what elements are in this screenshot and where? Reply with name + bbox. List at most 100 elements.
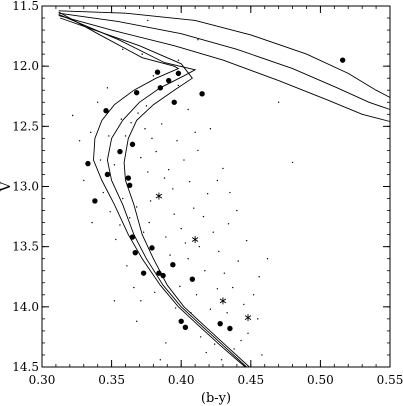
field-star-point bbox=[113, 164, 116, 166]
member-star-point bbox=[227, 325, 233, 332]
field-star-point bbox=[96, 101, 99, 103]
asterisk-star-point bbox=[219, 297, 227, 305]
field-star-point bbox=[126, 265, 128, 267]
member-star-point bbox=[129, 141, 136, 148]
field-star-point bbox=[122, 48, 124, 51]
x-tick-label: 0.35 bbox=[98, 373, 125, 387]
y-tick-label: 14.5 bbox=[12, 360, 39, 374]
member-star-point bbox=[189, 276, 196, 282]
y-tick-label: 14.0 bbox=[12, 300, 39, 314]
field-star-layer bbox=[71, 19, 294, 361]
field-star-point bbox=[122, 197, 124, 200]
field-star-point bbox=[142, 231, 145, 233]
y-tick-label: 13.0 bbox=[12, 180, 39, 194]
field-star-point bbox=[252, 294, 255, 296]
asterisk-star-point bbox=[191, 235, 199, 243]
field-star-point bbox=[220, 359, 223, 361]
isochrone-line bbox=[58, 15, 391, 122]
field-star-point bbox=[152, 75, 155, 77]
field-star-point bbox=[195, 294, 198, 296]
field-star-point bbox=[197, 38, 199, 41]
field-star-point bbox=[198, 245, 200, 248]
member-star-point bbox=[117, 148, 123, 155]
field-star-point bbox=[258, 276, 260, 278]
field-star-point bbox=[218, 250, 220, 253]
field-star-point bbox=[177, 59, 180, 61]
field-star-point bbox=[135, 320, 138, 322]
field-star-point bbox=[154, 291, 156, 294]
field-star-point bbox=[183, 159, 185, 161]
field-star-point bbox=[151, 137, 153, 140]
field-star-point bbox=[212, 231, 214, 233]
field-star-point bbox=[209, 128, 212, 130]
member-star-point bbox=[133, 89, 140, 96]
member-star-layer bbox=[85, 57, 346, 332]
field-star-point bbox=[176, 140, 178, 142]
tick-layer: 0.30 0.35 0.40 0.45 0.50 0.55 11.5 12.0 12.5 13.0… bbox=[12, 0, 403, 387]
x-tick-label: 0.40 bbox=[168, 373, 195, 387]
field-star-point bbox=[141, 53, 143, 55]
x-tick-label: 0.55 bbox=[377, 373, 403, 387]
field-star-point bbox=[243, 303, 245, 306]
field-star-point bbox=[213, 343, 216, 345]
plot-frame bbox=[41, 5, 391, 368]
isochrone-line bbox=[59, 17, 250, 368]
field-star-point bbox=[115, 238, 117, 241]
field-star-point bbox=[145, 105, 148, 107]
field-star-point bbox=[109, 211, 111, 213]
field-star-point bbox=[108, 135, 110, 137]
field-star-point bbox=[229, 191, 231, 194]
member-star-point bbox=[85, 160, 91, 167]
member-star-point bbox=[175, 70, 182, 77]
member-star-point bbox=[199, 91, 205, 97]
field-star-point bbox=[172, 188, 174, 190]
y-tick-label: 11.5 bbox=[12, 0, 39, 13]
field-star-point bbox=[257, 318, 259, 320]
field-star-point bbox=[197, 149, 199, 152]
field-star-point bbox=[179, 285, 181, 288]
y-tick-label: 12.0 bbox=[12, 59, 39, 73]
field-star-point bbox=[226, 312, 228, 314]
x-tick-label: 0.50 bbox=[307, 373, 334, 387]
field-star-point bbox=[204, 270, 206, 272]
member-star-point bbox=[165, 77, 172, 84]
field-star-point bbox=[173, 213, 175, 215]
x-tick-label: 0.30 bbox=[29, 373, 56, 387]
field-star-point bbox=[113, 300, 116, 302]
member-star-point bbox=[154, 69, 161, 75]
member-star-point bbox=[103, 107, 109, 114]
field-star-point bbox=[236, 209, 238, 212]
field-star-point bbox=[147, 171, 149, 173]
y-tick-label: 12.5 bbox=[12, 119, 39, 133]
field-star-point bbox=[240, 339, 242, 342]
y-tick-label: 13.5 bbox=[12, 240, 39, 254]
member-star-point bbox=[125, 175, 132, 181]
field-star-point bbox=[167, 168, 170, 171]
field-star-point bbox=[147, 19, 149, 22]
field-star-point bbox=[155, 150, 157, 153]
field-star-point bbox=[159, 359, 162, 361]
field-star-point bbox=[83, 179, 85, 182]
field-star-point bbox=[90, 131, 92, 134]
member-star-point bbox=[126, 182, 133, 188]
field-star-point bbox=[128, 217, 131, 219]
field-star-point bbox=[266, 258, 269, 260]
field-star-point bbox=[137, 112, 139, 114]
field-star-point bbox=[140, 156, 142, 159]
field-star-point bbox=[102, 191, 104, 194]
field-star-point bbox=[245, 239, 248, 242]
asterisk-star-point bbox=[155, 192, 163, 200]
field-star-point bbox=[237, 260, 239, 262]
field-star-point bbox=[135, 206, 138, 208]
field-star-point bbox=[216, 288, 219, 290]
member-star-point bbox=[92, 198, 98, 204]
field-star-point bbox=[261, 354, 263, 356]
field-star-point bbox=[144, 128, 146, 130]
field-star-point bbox=[194, 131, 196, 134]
field-star-point bbox=[130, 122, 132, 124]
asterisk-stroke bbox=[191, 237, 199, 242]
field-star-point bbox=[277, 101, 280, 103]
field-star-point bbox=[120, 118, 123, 120]
field-star-point bbox=[177, 84, 180, 87]
